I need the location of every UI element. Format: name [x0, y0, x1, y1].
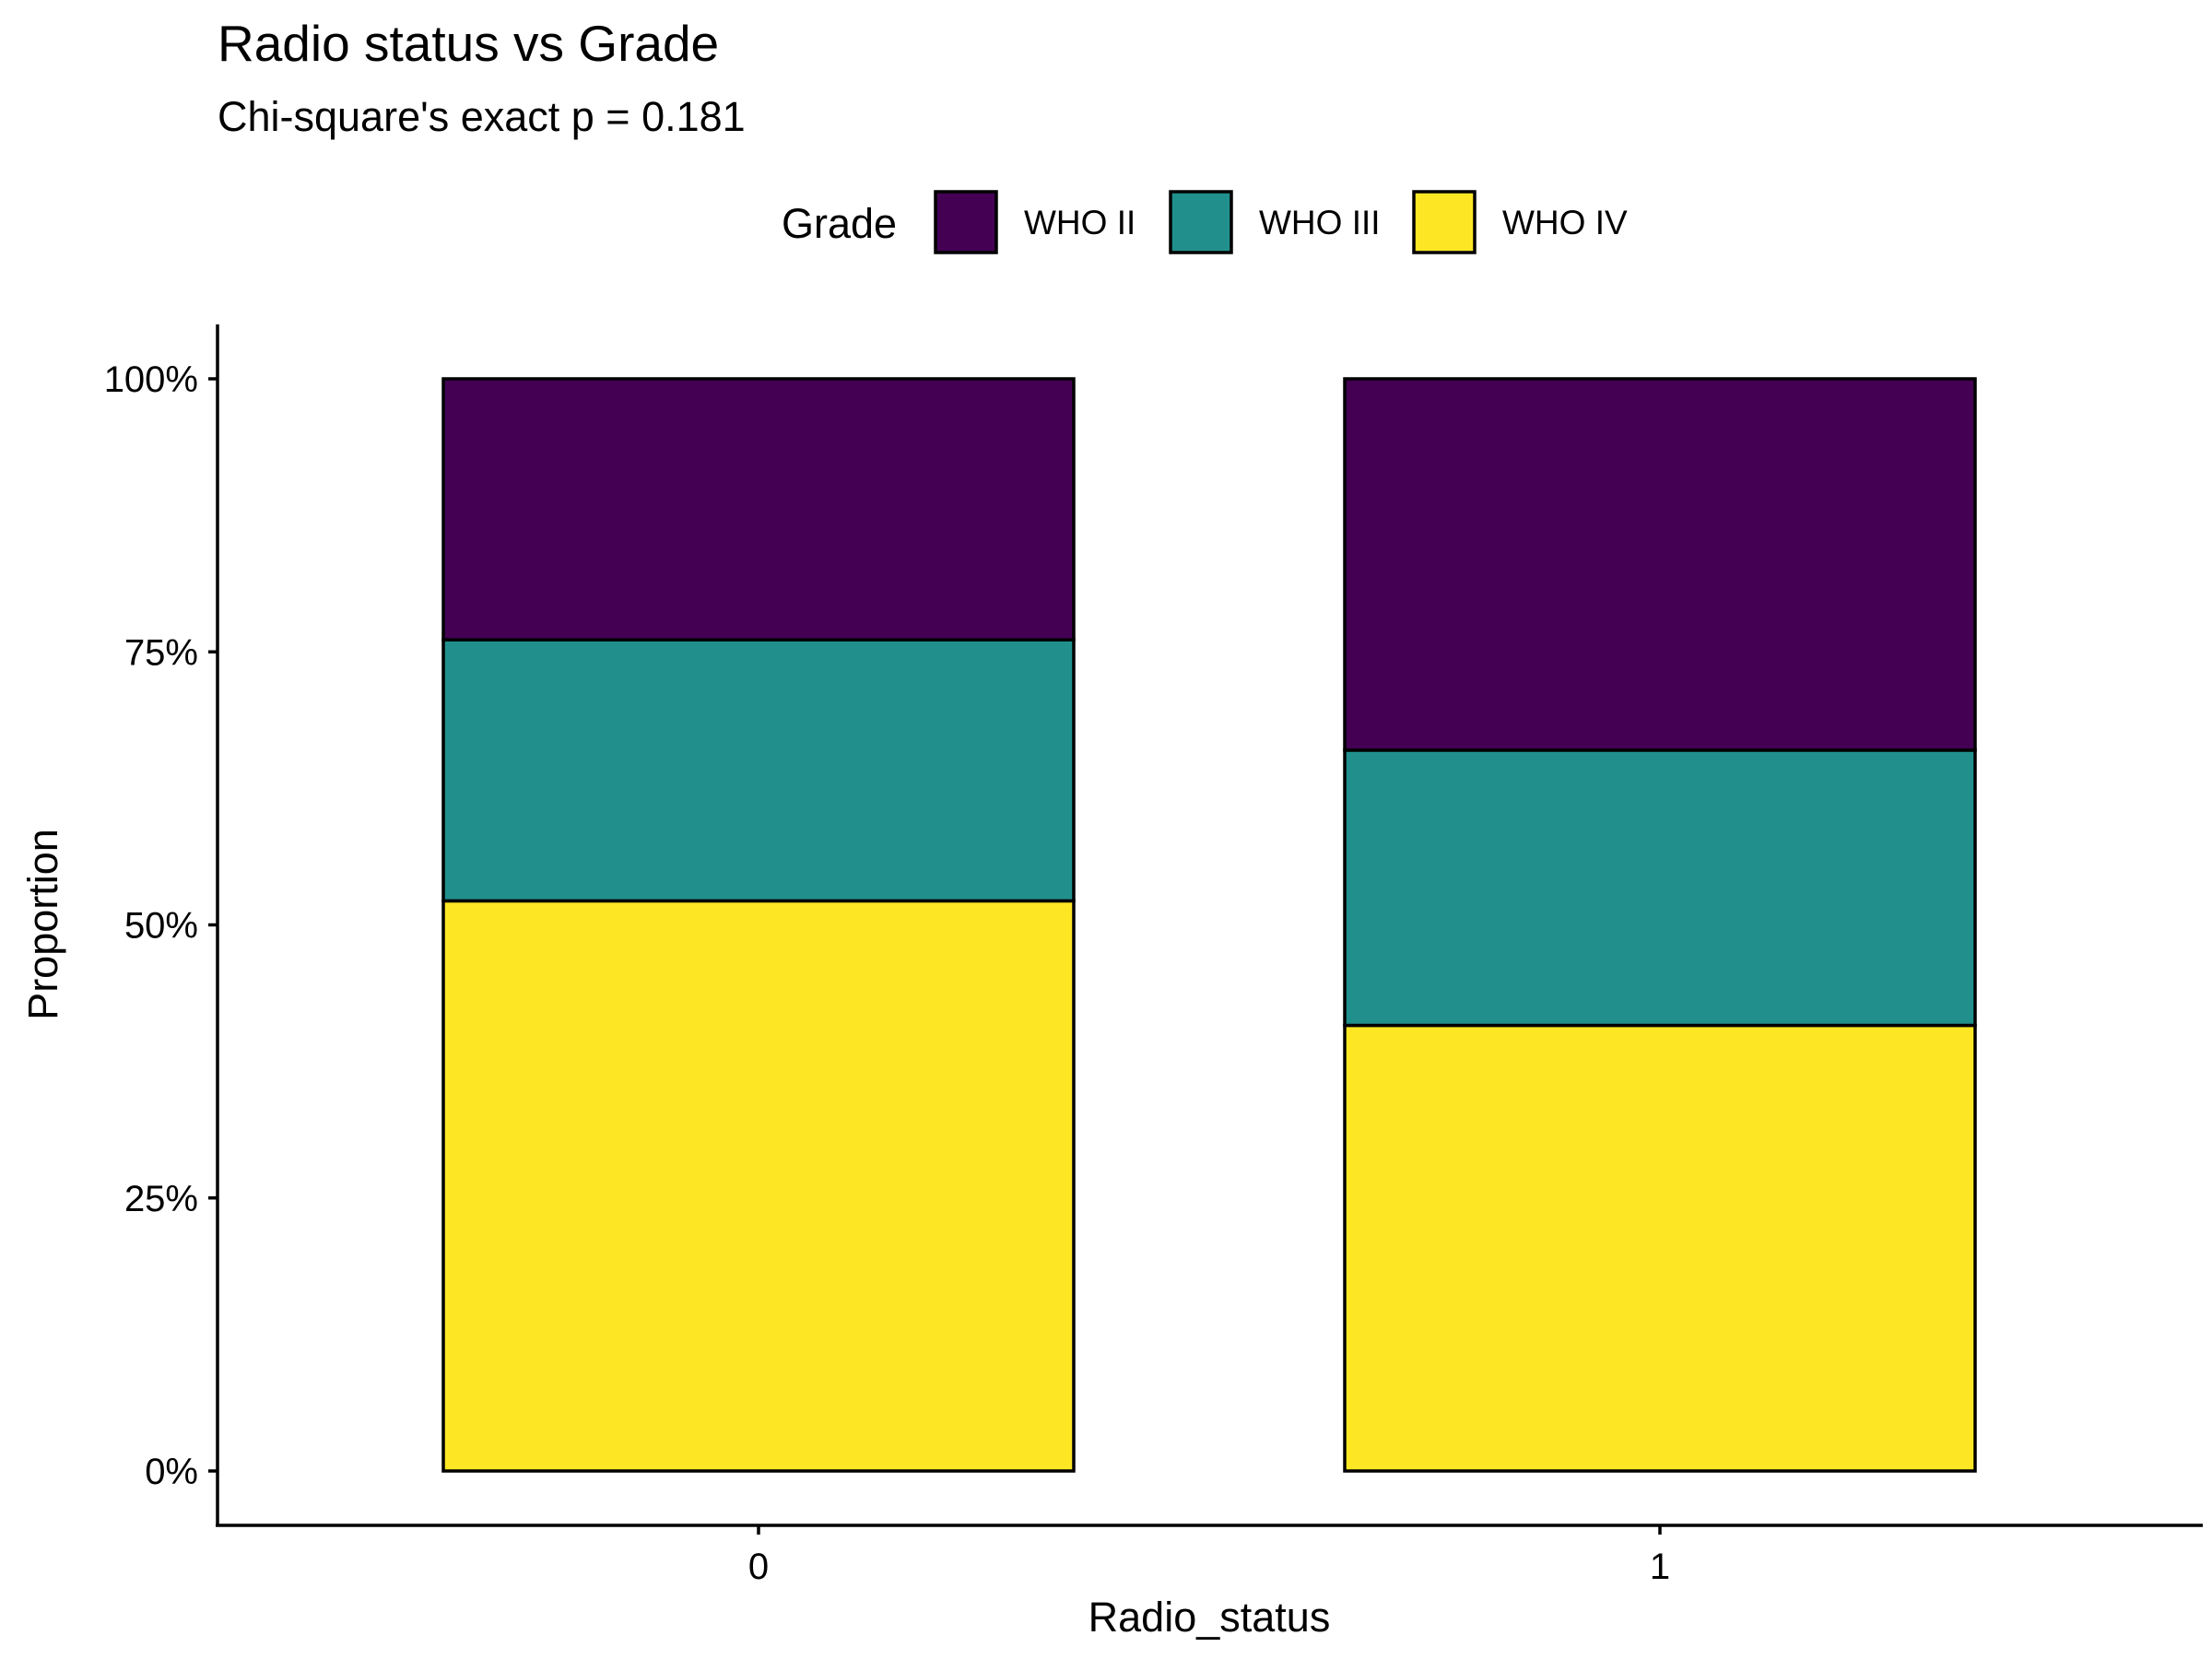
bar-1-who-iii	[1343, 748, 1977, 1028]
chart-title: Radio status vs Grade	[218, 15, 719, 72]
y-tick-label: 50%	[124, 906, 198, 947]
legend-key-who-iii	[1169, 190, 1233, 254]
legend-key-who-iv	[1412, 190, 1477, 254]
bar-1-who-ii	[1343, 377, 1977, 752]
y-axis-title: Proportion	[19, 829, 66, 1020]
y-tick-label: 0%	[145, 1452, 198, 1492]
bar-0-who-iv	[441, 899, 1076, 1473]
legend-title: Grade	[782, 200, 897, 247]
x-axis-title: Radio_status	[1088, 1594, 1331, 1641]
legend: Grade WHO II WHO III WHO IV	[782, 190, 1628, 254]
bar-0-who-iii	[441, 638, 1076, 903]
legend-label-who-ii: WHO II	[1024, 204, 1135, 241]
legend-key-who-ii	[934, 190, 998, 254]
legend-label-who-iii: WHO III	[1259, 204, 1381, 241]
legend-label-who-iv: WHO IV	[1502, 204, 1628, 241]
x-tick-label: 1	[1650, 1547, 1670, 1587]
bar-0-who-ii	[441, 377, 1076, 641]
bar-1-who-iv	[1343, 1023, 1977, 1473]
chart-subtitle: Chi-square's exact p = 0.181	[218, 93, 746, 140]
y-tick-label: 75%	[124, 632, 198, 673]
y-axis-ticks: 0% 25% 50% 75% 100%	[104, 359, 218, 1492]
x-tick-label: 0	[748, 1547, 769, 1587]
plot-area	[441, 377, 1977, 1473]
y-tick-label: 100%	[104, 359, 198, 400]
y-tick-label: 25%	[124, 1179, 198, 1219]
